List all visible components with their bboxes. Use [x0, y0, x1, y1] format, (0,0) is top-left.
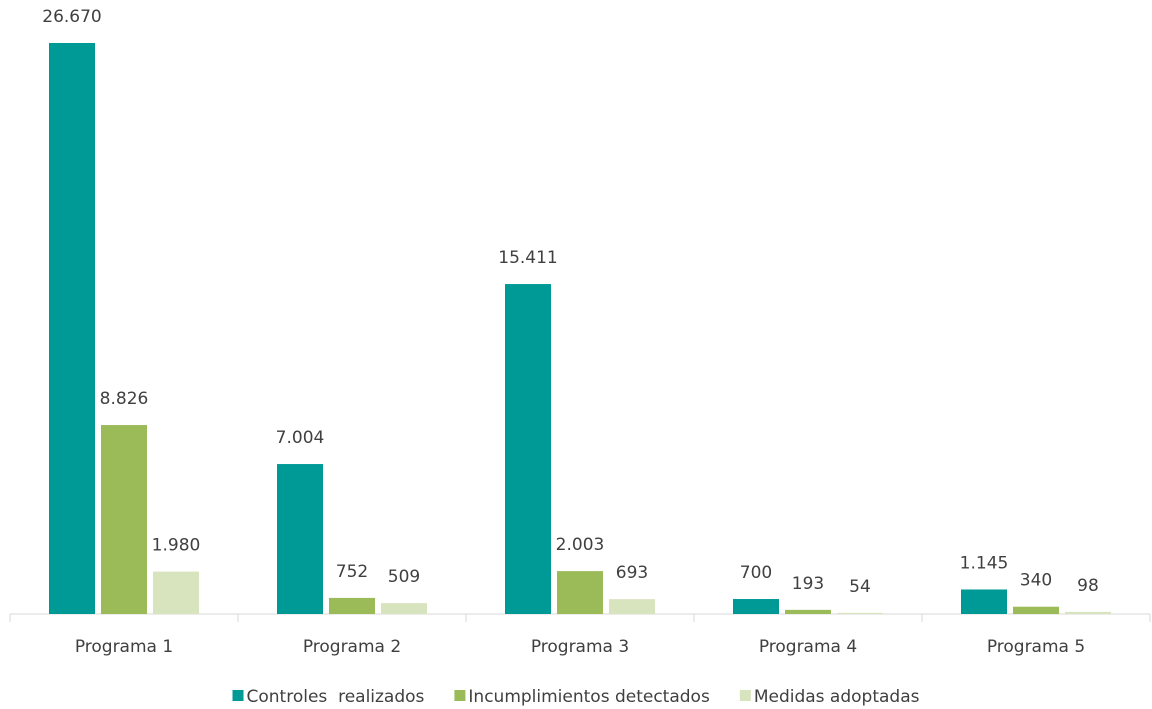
data-label: 1.145: [960, 553, 1009, 573]
x-tick-label: Programa 3: [531, 637, 629, 657]
x-tick-label: Programa 1: [75, 637, 173, 657]
x-tick-label: Programa 4: [759, 637, 857, 657]
data-label: 8.826: [100, 389, 149, 409]
bar: [837, 612, 883, 614]
legend-swatch: [739, 690, 751, 701]
x-tick-label: Programa 2: [303, 637, 401, 657]
bar: [329, 597, 375, 614]
bar: [381, 603, 427, 614]
legend-label: Medidas adoptadas: [754, 687, 920, 707]
legend-label: Incumplimientos detectados: [468, 687, 710, 707]
bar: [1065, 611, 1111, 614]
data-label: 54: [849, 577, 871, 597]
bar: [785, 609, 831, 614]
bar: [609, 599, 655, 614]
data-label: 340: [1020, 571, 1052, 591]
bar: [961, 589, 1007, 614]
legend-label: Controles realizados: [247, 687, 425, 707]
legend-swatch: [232, 690, 244, 701]
bar: [277, 464, 323, 614]
bar: [557, 571, 603, 614]
bar: [505, 284, 551, 614]
data-label: 15.411: [498, 248, 557, 268]
bar: [153, 571, 199, 614]
data-label: 26.670: [42, 7, 101, 27]
bar: [101, 425, 147, 614]
data-label: 752: [336, 562, 368, 582]
data-label: 700: [740, 563, 772, 583]
bar: [49, 43, 95, 614]
data-label: 509: [388, 567, 420, 587]
data-label: 2.003: [556, 535, 605, 555]
bar: [733, 599, 779, 614]
data-label: 1.980: [152, 536, 201, 556]
data-label: 7.004: [276, 428, 325, 448]
x-tick-label: Programa 5: [987, 637, 1085, 657]
data-label: 193: [792, 574, 824, 594]
data-label: 98: [1077, 576, 1099, 596]
bar: [1013, 606, 1059, 614]
legend-swatch: [454, 690, 466, 701]
data-label: 693: [616, 563, 648, 583]
